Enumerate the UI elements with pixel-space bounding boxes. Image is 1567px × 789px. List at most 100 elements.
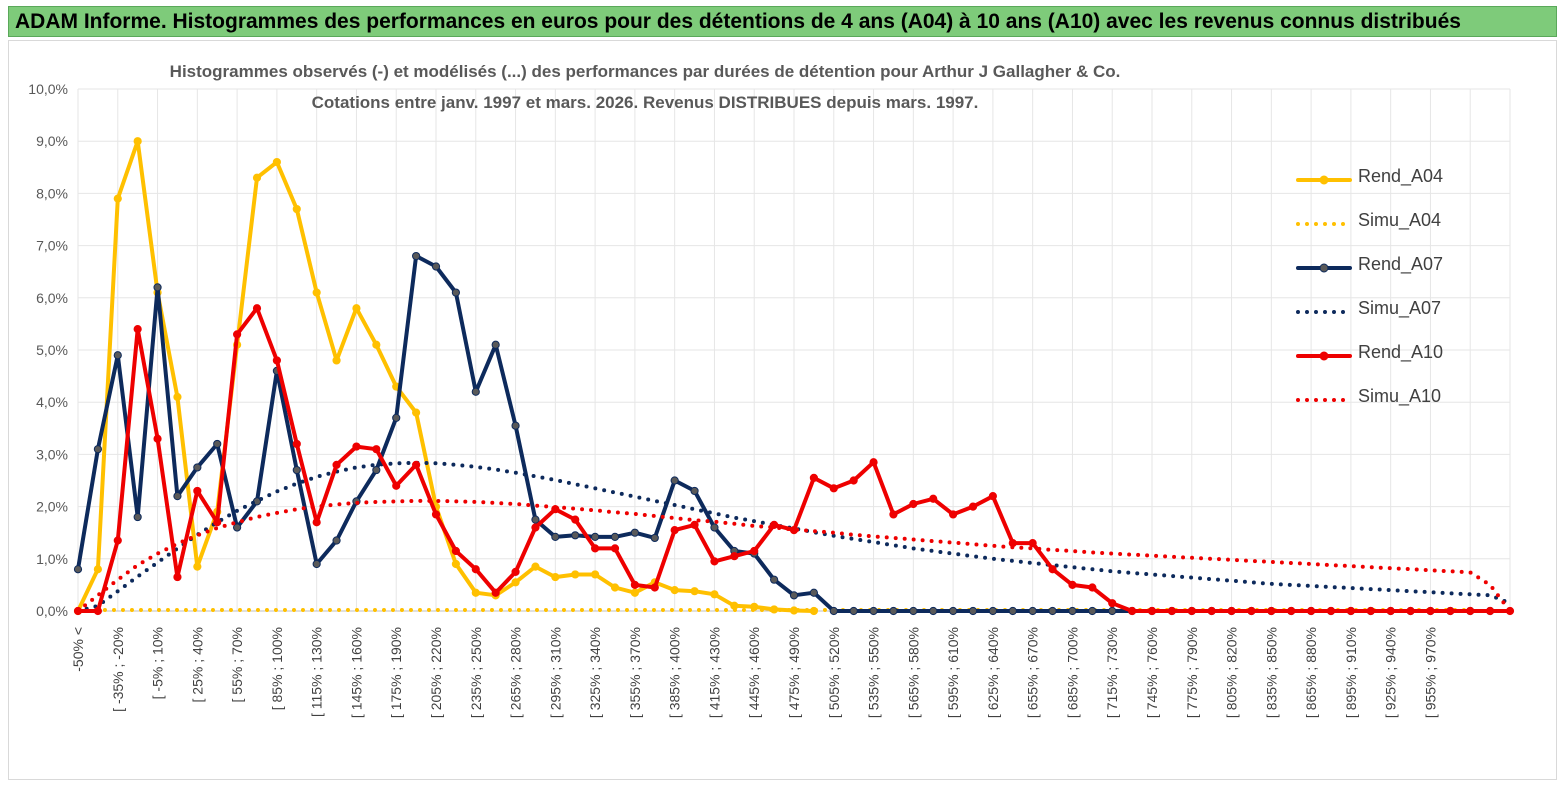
- data-point-rend-a04: [352, 304, 361, 313]
- data-point-rend-a04: [451, 559, 460, 569]
- legend-label: Rend_A07: [1358, 254, 1444, 274]
- data-point-rend-a07: [949, 606, 958, 616]
- data-point-rend-a07: [93, 445, 102, 454]
- x-tick-label: [ 475% ; 490%: [786, 627, 802, 718]
- data-point-rend-a07: [73, 565, 83, 574]
- data-point-rend-a10: [949, 510, 958, 519]
- data-point-rend-a07: [133, 512, 142, 522]
- data-point-rend-a10: [352, 442, 361, 451]
- data-point-rend-a04: [571, 570, 580, 579]
- x-tick-label: [ 775% ; 790%: [1184, 627, 1200, 718]
- data-point-rend-a07: [929, 606, 938, 616]
- data-point-rend-a04: [332, 356, 341, 365]
- x-tick-label: [ 115% ; 130%: [309, 627, 325, 717]
- data-point-rend-a04: [193, 562, 202, 571]
- data-point-rend-a10: [909, 499, 918, 509]
- legend-swatch-marker: [1319, 351, 1329, 361]
- data-point-rend-a10: [233, 330, 242, 339]
- data-point-rend-a07: [670, 476, 679, 485]
- x-tick-label: [ 835% ; 850%: [1263, 627, 1279, 718]
- data-point-rend-a10: [1287, 606, 1296, 616]
- data-point-rend-a07: [770, 575, 779, 584]
- data-point-rend-a10: [968, 502, 978, 511]
- data-point-rend-a07: [789, 591, 799, 600]
- data-point-rend-a10: [431, 510, 441, 519]
- data-point-rend-a10: [630, 580, 639, 590]
- data-point-rend-a10: [889, 510, 898, 519]
- data-point-rend-a10: [213, 518, 222, 527]
- data-point-rend-a07: [412, 251, 421, 261]
- legend-item-rend-a10: Rend_A10: [1292, 334, 1492, 378]
- x-tick-label: [ 955% ; 970%: [1422, 627, 1438, 718]
- data-point-rend-a07: [1108, 606, 1117, 616]
- data-point-rend-a10: [193, 486, 202, 496]
- data-point-rend-a07: [968, 606, 978, 616]
- data-point-rend-a04: [272, 157, 281, 167]
- data-point-rend-a07: [332, 536, 341, 545]
- data-point-rend-a10: [133, 325, 142, 334]
- x-tick-label: [ -35% ; -20%: [110, 627, 126, 712]
- legend-swatch: [1296, 175, 1352, 185]
- data-point-rend-a07: [213, 439, 222, 449]
- data-point-rend-a10: [610, 544, 620, 553]
- data-point-rend-a04: [531, 562, 540, 571]
- data-point-rend-a04: [610, 583, 620, 592]
- data-point-rend-a10: [1227, 606, 1236, 616]
- data-point-rend-a10: [1028, 539, 1037, 548]
- data-point-rend-a07: [610, 532, 620, 541]
- x-tick-label: [ 355% ; 370%: [627, 627, 643, 718]
- data-point-rend-a10: [451, 546, 460, 556]
- y-tick-label: 5,0%: [36, 342, 68, 358]
- y-tick-label: 4,0%: [36, 394, 68, 410]
- data-point-rend-a07: [312, 559, 321, 569]
- chart-title: Histogrammes observés (-) et modélisés (…: [169, 62, 1121, 81]
- data-point-rend-a10: [412, 460, 421, 469]
- data-point-rend-a10: [571, 515, 580, 524]
- legend-swatch: [1296, 310, 1352, 314]
- legend-item-rend-a07: Rend_A07: [1292, 246, 1492, 290]
- legend-item-simu-a07: Simu_A07: [1292, 290, 1492, 334]
- data-point-rend-a10: [1147, 606, 1157, 616]
- x-tick-label: [ 295% ; 310%: [547, 627, 563, 718]
- data-point-rend-a10: [392, 481, 401, 490]
- data-point-rend-a10: [272, 356, 281, 365]
- data-point-rend-a07: [829, 606, 838, 616]
- data-point-rend-a10: [1426, 606, 1435, 616]
- x-tick-label: [ 265% ; 280%: [508, 627, 524, 718]
- chart-frame: [8, 40, 1557, 780]
- x-tick-label: [ 415% ; 430%: [706, 627, 722, 718]
- chart-subtitle: Cotations entre janv. 1997 et mars. 2026…: [311, 93, 979, 112]
- data-point-rend-a10: [1486, 606, 1495, 616]
- x-tick-label: [ 925% ; 940%: [1383, 627, 1399, 718]
- legend-item-simu-a10: Simu_A10: [1292, 378, 1492, 422]
- data-point-rend-a07: [571, 531, 580, 540]
- data-point-rend-a10: [809, 473, 818, 482]
- x-tick-label: [ 145% ; 160%: [348, 627, 364, 718]
- data-point-rend-a10: [591, 544, 600, 553]
- data-point-rend-a07: [292, 465, 301, 475]
- report-banner-title: ADAM Informe. Histogrammes des performan…: [15, 10, 1461, 33]
- data-point-rend-a07: [431, 262, 441, 271]
- data-point-rend-a04: [670, 586, 679, 595]
- legend-label: Rend_A04: [1358, 166, 1444, 186]
- data-point-rend-a10: [173, 572, 182, 582]
- data-point-rend-a10: [1346, 606, 1355, 616]
- data-point-rend-a10: [292, 439, 301, 449]
- legend-label: Simu_A04: [1358, 210, 1442, 230]
- x-tick-label: [ 715% ; 730%: [1104, 627, 1120, 718]
- x-tick-label: [ 685% ; 700%: [1064, 627, 1080, 718]
- data-point-rend-a10: [1446, 606, 1455, 616]
- data-point-rend-a07: [372, 465, 381, 475]
- data-point-rend-a07: [1048, 606, 1057, 616]
- x-tick-label: [ 625% ; 640%: [985, 627, 1001, 718]
- data-point-rend-a10: [869, 458, 878, 467]
- x-tick-label: [ 235% ; 250%: [468, 627, 484, 718]
- data-point-rend-a07: [1068, 606, 1077, 616]
- data-point-rend-a04: [312, 288, 321, 297]
- y-tick-label: 1,0%: [36, 551, 68, 567]
- data-point-rend-a10: [252, 304, 262, 313]
- data-point-rend-a10: [153, 434, 162, 443]
- data-point-rend-a04: [630, 588, 639, 597]
- x-tick-label: [ 745% ; 760%: [1144, 627, 1160, 718]
